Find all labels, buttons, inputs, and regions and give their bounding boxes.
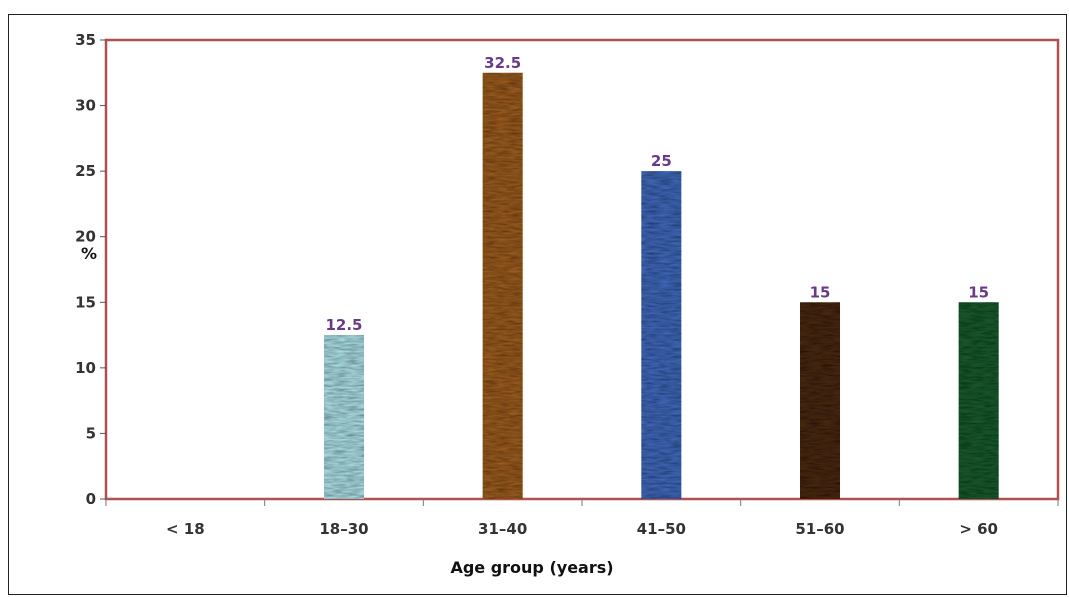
x-tick-label: > 60 — [959, 520, 998, 538]
y-tick-label: 10 — [75, 359, 96, 377]
bar-chart: 0 5 10 15 20 25 30 35 < 18 12.5 18–30 32.5 31–40 25 41… — [75, 31, 1060, 577]
y-tick-label: 0 — [86, 490, 96, 508]
data-label: 12.5 — [325, 316, 362, 334]
y-tick-label: 25 — [75, 162, 96, 180]
y-tick-label: 5 — [86, 424, 96, 442]
y-tick-label: 15 — [75, 293, 96, 311]
y-tick-label: 30 — [75, 97, 96, 115]
data-label: 25 — [651, 152, 672, 170]
bar — [324, 335, 364, 499]
bar — [958, 302, 999, 499]
plot-border — [104, 38, 1060, 501]
y-axis-label: % — [81, 244, 97, 263]
data-label: 32.5 — [484, 54, 521, 72]
data-label: 15 — [968, 283, 989, 301]
plot-area: 0 5 10 15 20 25 30 35 < 18 12.5 18–30 32.5 31–40 25 41… — [75, 31, 1060, 538]
x-tick-label: 31–40 — [478, 520, 527, 538]
x-tick-label: 18–30 — [319, 520, 368, 538]
y-tick-label: 35 — [75, 31, 96, 49]
bar — [482, 72, 523, 500]
x-tick-label: 51–60 — [795, 520, 844, 538]
chart-frame: 0 5 10 15 20 25 30 35 < 18 12.5 18–30 32.5 31–40 25 41… — [8, 14, 1067, 595]
x-tick-label: 41–50 — [637, 520, 686, 538]
data-label: 15 — [810, 283, 831, 301]
y-tick-label: 20 — [75, 228, 96, 246]
bar — [641, 171, 682, 499]
x-axis-label: Age group (years) — [450, 558, 613, 577]
x-tick-label: < 18 — [166, 520, 205, 538]
bar — [800, 302, 840, 499]
